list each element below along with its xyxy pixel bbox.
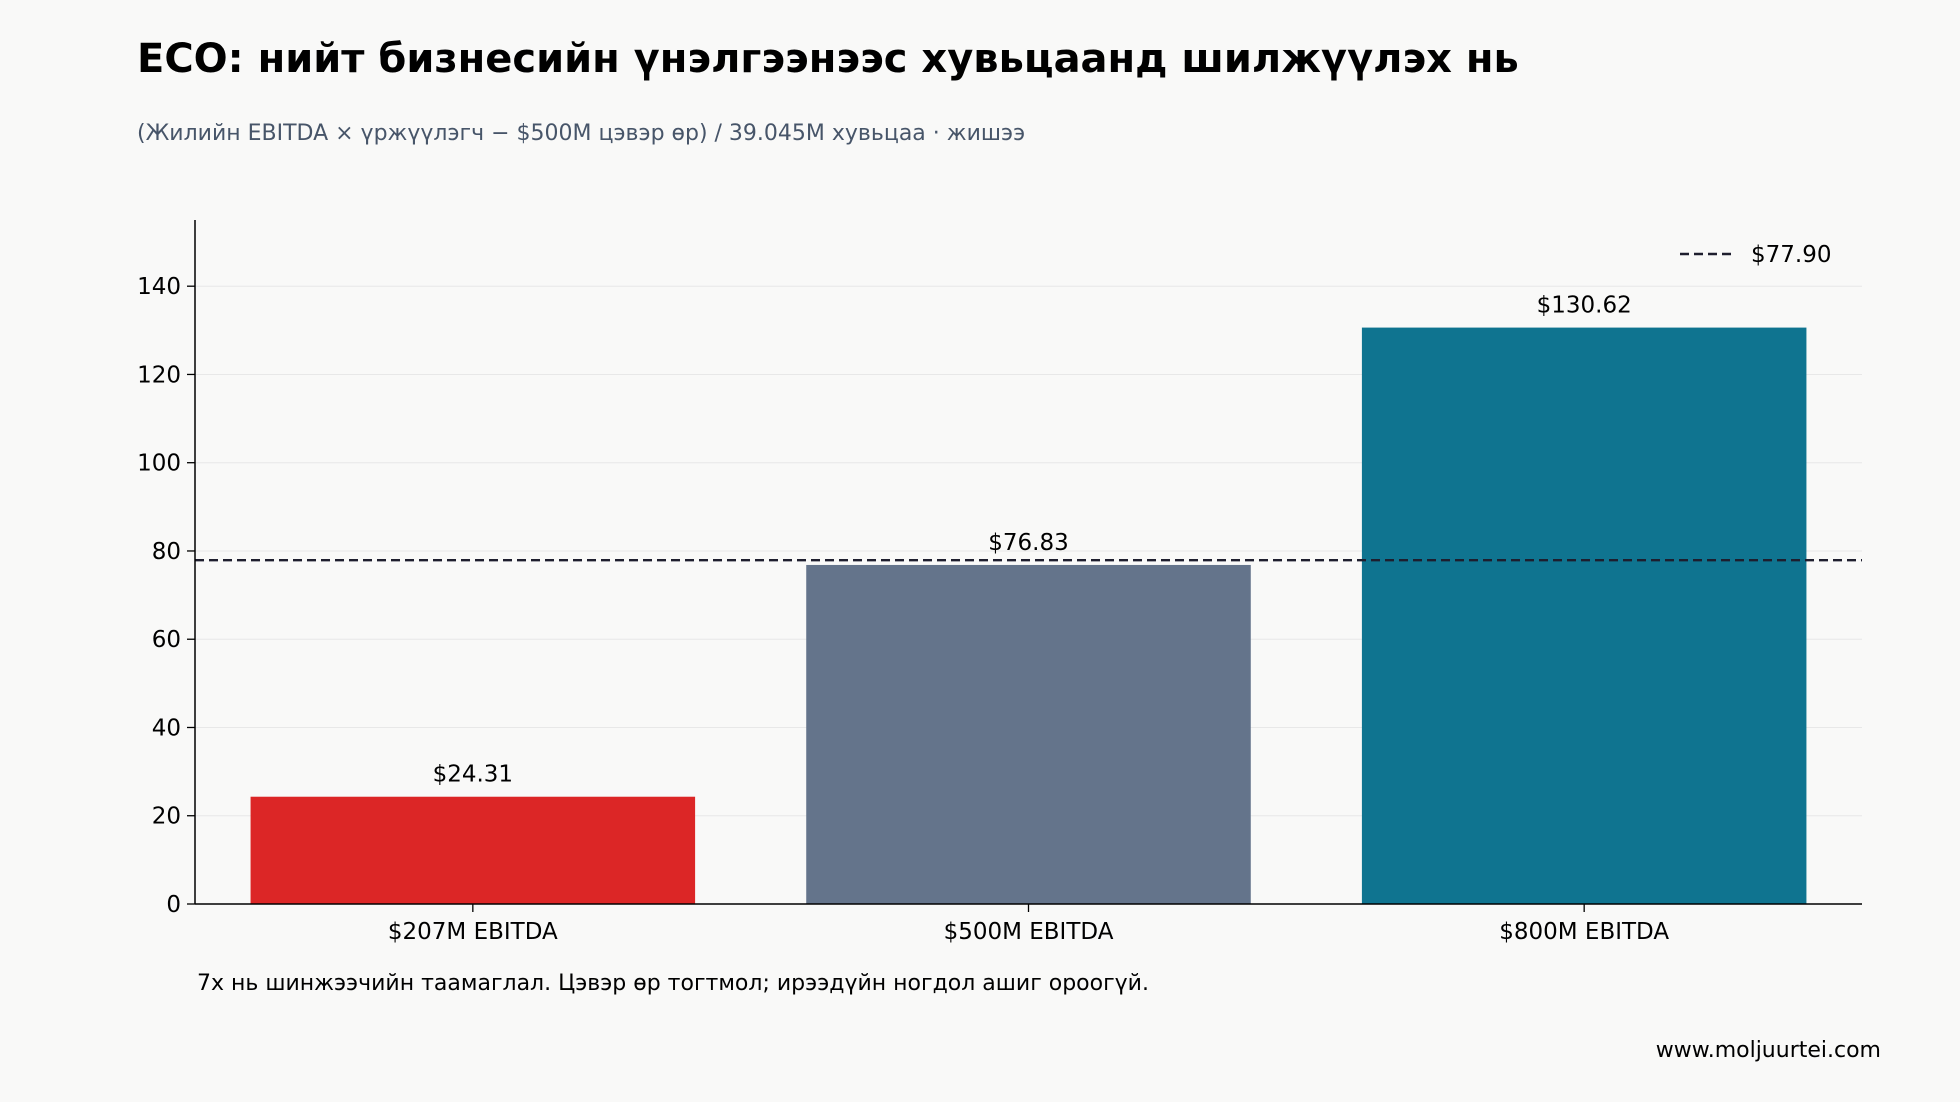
bar-value-label: $76.83: [988, 530, 1068, 556]
y-tick-label: 0: [166, 892, 181, 918]
bar: [250, 796, 696, 904]
bar-value-label: $24.31: [433, 762, 513, 788]
chart-subtitle: (Жилийн EBITDA × үржүүлэгч − $500M цэвэр…: [137, 121, 1026, 146]
bar: [806, 564, 1251, 904]
bars: [250, 327, 1807, 905]
legend-label: $77.90: [1751, 242, 1831, 268]
bar: [1361, 327, 1807, 905]
y-tick-label: 140: [137, 274, 181, 300]
x-tick-label: $800M EBITDA: [1499, 919, 1669, 945]
data-labels: $24.31 $76.83 $130.62: [433, 293, 1632, 788]
y-tick-label: 20: [152, 804, 181, 830]
axes: 0 20 40 60 80 100 120 140 $207M EBITDA $500M EBIT…: [137, 220, 1862, 945]
bar-value-label: $130.62: [1537, 293, 1632, 319]
y-tick-label: 100: [137, 451, 181, 477]
legend: $77.90: [1680, 242, 1831, 268]
y-tick-label: 40: [152, 715, 181, 741]
chart-title: ECO: нийт бизнесийн үнэлгээнээс хувьцаан…: [137, 36, 1519, 82]
footnote: 7x нь шинжээчийн таамаглал. Цэвэр өр тог…: [197, 971, 1149, 996]
x-tick-label: $500M EBITDA: [944, 919, 1114, 945]
website-url: www.moljuurtei.com: [1655, 1038, 1881, 1063]
y-tick-label: 60: [152, 627, 181, 653]
y-tick-label: 80: [152, 539, 181, 565]
x-tick-label: $207M EBITDA: [388, 919, 558, 945]
y-tick-label: 120: [137, 362, 181, 388]
